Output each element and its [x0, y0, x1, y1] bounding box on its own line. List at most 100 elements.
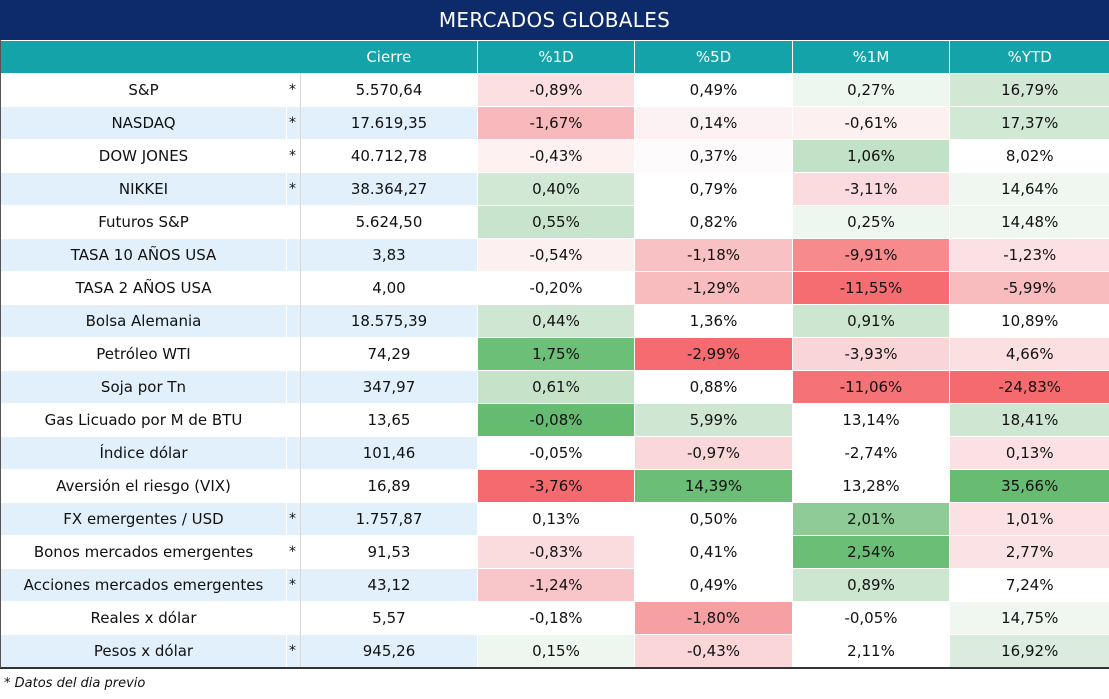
header-5d: %5D — [634, 41, 793, 74]
row-mark — [286, 271, 301, 305]
row-1d-change: 0,61% — [477, 370, 635, 404]
table-body: S&P * 5.570,64 -0,89% 0,49% 0,27% 16,79% NASDAQ… — [0, 73, 1109, 669]
row-1m-change: 1,06% — [792, 139, 950, 173]
row-1d-change: -0,20% — [477, 271, 635, 305]
row-1m-change: 2,01% — [792, 502, 950, 536]
row-close-value: 5.570,64 — [300, 73, 478, 107]
row-1d-change: -0,05% — [477, 436, 635, 470]
table-row: Gas Licuado por M de BTU 13,65 -0,08% 5,99%… — [0, 403, 1109, 437]
row-mark — [286, 238, 301, 272]
row-ytd-change: 14,64% — [949, 172, 1109, 206]
row-ytd-change: 2,77% — [949, 535, 1109, 569]
row-1m-change: 13,14% — [792, 403, 950, 437]
row-name: Bonos mercados emergentes — [0, 535, 287, 569]
table-title: MERCADOS GLOBALES — [0, 0, 1109, 40]
row-1d-change: 0,40% — [477, 172, 635, 206]
row-name: NIKKEI — [0, 172, 287, 206]
row-mark — [286, 601, 301, 635]
row-5d-change: 0,37% — [634, 139, 793, 173]
row-1d-change: 0,13% — [477, 502, 635, 536]
row-ytd-change: 17,37% — [949, 106, 1109, 140]
row-close-value: 5.624,50 — [300, 205, 478, 239]
table-row: NIKKEI * 38.364,27 0,40% 0,79% -3,11% 14,64% — [0, 172, 1109, 206]
row-close-value: 5,57 — [300, 601, 478, 635]
row-mark — [286, 205, 301, 239]
row-ytd-change: 16,92% — [949, 634, 1109, 669]
row-ytd-change: 8,02% — [949, 139, 1109, 173]
table-row: Soja por Tn 347,97 0,61% 0,88% -11,06% -24,83… — [0, 370, 1109, 404]
row-5d-change: 0,79% — [634, 172, 793, 206]
row-name: DOW JONES — [0, 139, 287, 173]
table-row: Petróleo WTI 74,29 1,75% -2,99% -3,93% 4,66% — [0, 337, 1109, 371]
table-row: Bolsa Alemania 18.575,39 0,44% 1,36% 0,91% 10… — [0, 304, 1109, 338]
row-1m-change: -2,74% — [792, 436, 950, 470]
row-close-value: 16,89 — [300, 469, 478, 503]
row-1m-change: 2,54% — [792, 535, 950, 569]
row-1m-change: -0,05% — [792, 601, 950, 635]
table-row: TASA 10 AÑOS USA 3,83 -0,54% -1,18% -9,91% -1… — [0, 238, 1109, 272]
table-row: NASDAQ * 17.619,35 -1,67% 0,14% -0,61% 17,37% — [0, 106, 1109, 140]
row-ytd-change: -1,23% — [949, 238, 1109, 272]
row-close-value: 38.364,27 — [300, 172, 478, 206]
row-5d-change: 5,99% — [634, 403, 793, 437]
row-1m-change: -11,06% — [792, 370, 950, 404]
row-mark — [286, 337, 301, 371]
row-5d-change: 0,49% — [634, 568, 793, 602]
row-1m-change: -3,93% — [792, 337, 950, 371]
header-name-blank — [0, 41, 287, 74]
row-5d-change: -1,18% — [634, 238, 793, 272]
row-5d-change: 14,39% — [634, 469, 793, 503]
row-mark: * — [286, 139, 301, 173]
row-5d-change: 0,14% — [634, 106, 793, 140]
row-close-value: 74,29 — [300, 337, 478, 371]
row-1d-change: -0,08% — [477, 403, 635, 437]
row-1d-change: 0,44% — [477, 304, 635, 338]
row-name: FX emergentes / USD — [0, 502, 287, 536]
row-5d-change: -1,29% — [634, 271, 793, 305]
row-mark — [286, 304, 301, 338]
row-ytd-change: -24,83% — [949, 370, 1109, 404]
row-close-value: 347,97 — [300, 370, 478, 404]
row-1d-change: -0,18% — [477, 601, 635, 635]
row-name: TASA 2 AÑOS USA — [0, 271, 287, 305]
header-row: Cierre %1D %5D %1M %YTD — [0, 41, 1109, 74]
table-row: Aversión el riesgo (VIX) 16,89 -3,76% 14,39… — [0, 469, 1109, 503]
table-row: Futuros S&P 5.624,50 0,55% 0,82% 0,25% 14,48% — [0, 205, 1109, 239]
table-row: DOW JONES * 40.712,78 -0,43% 0,37% 1,06% 8,02% — [0, 139, 1109, 173]
row-1m-change: -11,55% — [792, 271, 950, 305]
row-mark: * — [286, 634, 301, 669]
row-mark — [286, 436, 301, 470]
row-name: TASA 10 AÑOS USA — [0, 238, 287, 272]
row-ytd-change: 10,89% — [949, 304, 1109, 338]
table-row: Índice dólar 101,46 -0,05% -0,97% -2,74% 0,13… — [0, 436, 1109, 470]
row-1d-change: 0,15% — [477, 634, 635, 669]
row-mark: * — [286, 535, 301, 569]
row-5d-change: 0,82% — [634, 205, 793, 239]
row-name: Petróleo WTI — [0, 337, 287, 371]
row-5d-change: -1,80% — [634, 601, 793, 635]
row-mark: * — [286, 172, 301, 206]
row-name: Soja por Tn — [0, 370, 287, 404]
row-5d-change: 0,49% — [634, 73, 793, 107]
row-name: Futuros S&P — [0, 205, 287, 239]
row-name: Aversión el riesgo (VIX) — [0, 469, 287, 503]
row-1m-change: 0,89% — [792, 568, 950, 602]
row-5d-change: 1,36% — [634, 304, 793, 338]
row-close-value: 1.757,87 — [300, 502, 478, 536]
row-name: NASDAQ — [0, 106, 287, 140]
row-5d-change: 0,50% — [634, 502, 793, 536]
row-close-value: 18.575,39 — [300, 304, 478, 338]
header-1d: %1D — [477, 41, 635, 74]
table-row: Pesos x dólar * 945,26 0,15% -0,43% 2,11% 16,9… — [0, 634, 1109, 669]
row-1d-change: -0,54% — [477, 238, 635, 272]
row-5d-change: -2,99% — [634, 337, 793, 371]
row-close-value: 91,53 — [300, 535, 478, 569]
row-close-value: 945,26 — [300, 634, 478, 669]
row-ytd-change: -5,99% — [949, 271, 1109, 305]
row-1m-change: 0,27% — [792, 73, 950, 107]
row-name: Bolsa Alemania — [0, 304, 287, 338]
row-1d-change: -3,76% — [477, 469, 635, 503]
row-name: Gas Licuado por M de BTU — [0, 403, 287, 437]
header-1m: %1M — [792, 41, 950, 74]
